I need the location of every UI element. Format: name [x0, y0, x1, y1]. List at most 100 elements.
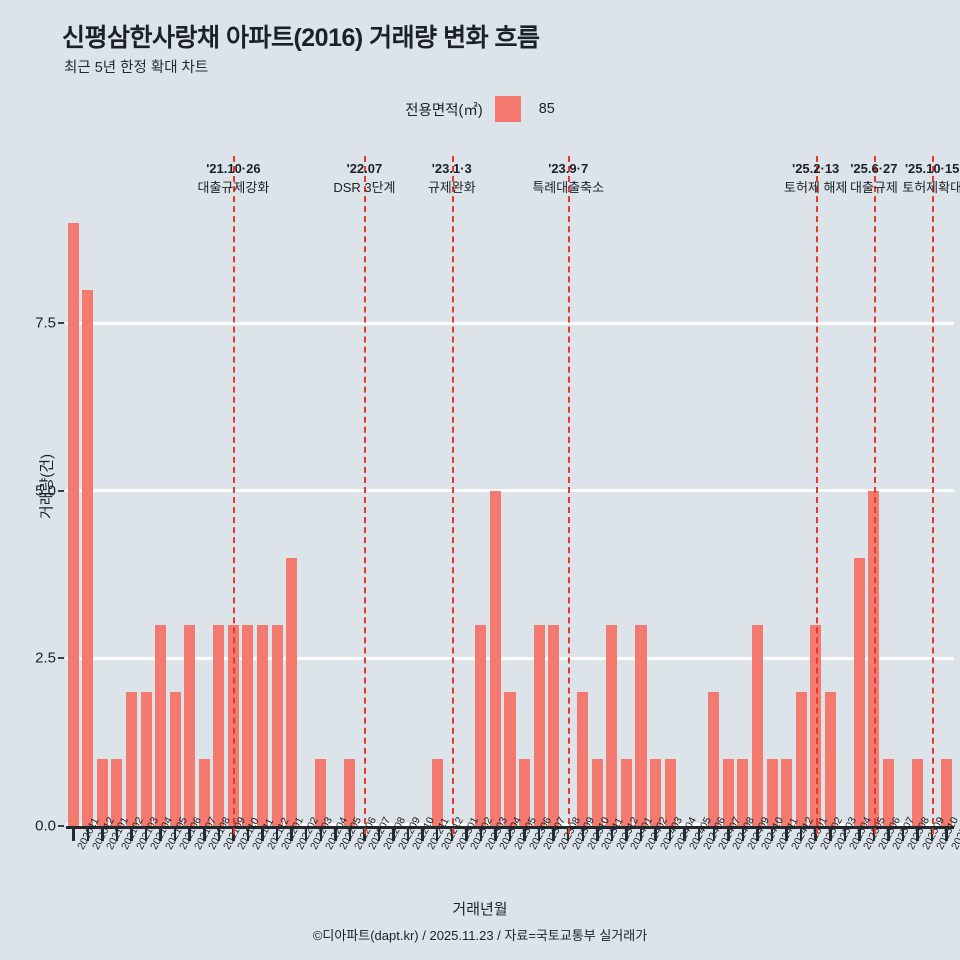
- x-tick-mark: [683, 828, 686, 841]
- x-tick-mark: [494, 828, 497, 841]
- bar[interactable]: [795, 691, 807, 826]
- bar[interactable]: [111, 758, 123, 826]
- y-tick-mark: [58, 657, 64, 660]
- bar[interactable]: [82, 289, 94, 826]
- bar[interactable]: [256, 624, 269, 826]
- x-tick-mark: [901, 828, 905, 841]
- bar[interactable]: [213, 624, 225, 826]
- x-tick-mark: [581, 828, 585, 841]
- event-annotation-date: '22.07: [346, 161, 383, 176]
- bar[interactable]: [169, 691, 181, 826]
- event-line: [568, 156, 571, 834]
- bar[interactable]: [853, 557, 865, 826]
- x-tick-mark: [232, 828, 235, 841]
- bar[interactable]: [504, 691, 516, 826]
- event-annotation-text: 토허제 해제: [783, 179, 848, 195]
- bar[interactable]: [475, 624, 487, 826]
- bar[interactable]: [286, 557, 298, 826]
- bar[interactable]: [548, 624, 560, 826]
- event-line: [233, 156, 236, 834]
- legend-swatch-icon: [494, 96, 521, 122]
- y-tick-label: 0.0: [35, 817, 56, 835]
- bar[interactable]: [155, 624, 167, 826]
- x-tick-mark: [86, 828, 90, 841]
- x-tick-mark: [523, 828, 526, 841]
- bar[interactable]: [67, 222, 79, 826]
- x-tick-mark: [144, 828, 148, 841]
- event-annotation-text: 규제완화: [427, 179, 476, 195]
- bar[interactable]: [431, 758, 443, 826]
- event-annotation-text: 대출규제: [850, 179, 898, 195]
- bar[interactable]: [96, 758, 108, 826]
- bar[interactable]: [635, 624, 647, 826]
- bar[interactable]: [620, 758, 632, 826]
- bar[interactable]: [344, 758, 356, 826]
- y-tick-label: 2.5: [35, 649, 56, 667]
- x-tick-mark: [668, 828, 672, 841]
- plot-area: [66, 156, 954, 834]
- x-tick-mark: [552, 828, 555, 841]
- bar[interactable]: [722, 758, 734, 826]
- bar[interactable]: [708, 691, 720, 826]
- event-annotation-date: '25.6·27: [850, 161, 898, 176]
- x-tick-mark: [566, 828, 570, 841]
- y-tick-mark: [58, 825, 64, 827]
- x-tick-mark: [785, 828, 788, 841]
- bar[interactable]: [140, 691, 152, 826]
- x-tick-mark: [712, 828, 716, 841]
- bar[interactable]: [519, 758, 531, 826]
- bar[interactable]: [882, 758, 895, 826]
- bar[interactable]: [198, 758, 210, 826]
- x-tick-mark: [203, 828, 206, 841]
- bar[interactable]: [606, 624, 618, 826]
- x-tick-mark: [537, 828, 541, 841]
- bar[interactable]: [912, 758, 924, 826]
- x-tick-mark: [814, 828, 817, 841]
- bar[interactable]: [751, 624, 763, 826]
- x-tick-mark: [72, 828, 75, 841]
- y-tick-mark: [58, 489, 64, 492]
- x-tick-mark: [741, 828, 745, 841]
- x-tick-mark: [465, 828, 468, 841]
- bar[interactable]: [242, 624, 254, 826]
- bar[interactable]: [664, 758, 676, 826]
- bar[interactable]: [737, 758, 749, 826]
- y-tick-label: 7.5: [35, 314, 56, 332]
- bar[interactable]: [125, 691, 138, 826]
- x-tick-mark: [188, 828, 191, 841]
- bar[interactable]: [824, 691, 836, 826]
- y-tick-label: 5.0: [35, 482, 56, 500]
- bar[interactable]: [271, 624, 283, 826]
- event-annotation-date: '23.9·7: [548, 161, 589, 176]
- bar[interactable]: [650, 758, 662, 826]
- x-tick-mark: [639, 828, 643, 841]
- x-tick-mark: [261, 828, 264, 841]
- x-tick-mark: [435, 828, 439, 841]
- bar[interactable]: [781, 758, 793, 826]
- bar[interactable]: [533, 624, 545, 826]
- bar[interactable]: [184, 624, 196, 826]
- page-subtitle: 최근 5년 한정 확대 차트: [64, 60, 209, 76]
- event-annotation: '25.2·13 토허제 해제: [726, 160, 906, 198]
- x-tick-mark: [945, 828, 948, 841]
- x-tick-mark: [930, 828, 934, 841]
- x-tick-mark: [450, 828, 454, 841]
- bar[interactable]: [489, 490, 501, 826]
- x-tick-mark: [887, 828, 890, 841]
- bar[interactable]: [941, 758, 953, 826]
- y-tick-mark: [58, 322, 64, 325]
- event-line: [873, 156, 876, 834]
- bar[interactable]: [591, 758, 603, 826]
- x-tick-mark: [596, 828, 599, 841]
- x-tick-mark: [625, 828, 628, 841]
- bar[interactable]: [315, 758, 327, 826]
- event-annotation: '22.07 DSR 3단계: [274, 160, 454, 198]
- x-tick-mark: [159, 828, 162, 841]
- x-tick-mark: [115, 828, 119, 841]
- x-tick-mark: [799, 828, 803, 841]
- gridline: [66, 656, 954, 660]
- bar[interactable]: [577, 691, 589, 826]
- bar[interactable]: [766, 758, 778, 826]
- x-tick-mark: [916, 828, 919, 841]
